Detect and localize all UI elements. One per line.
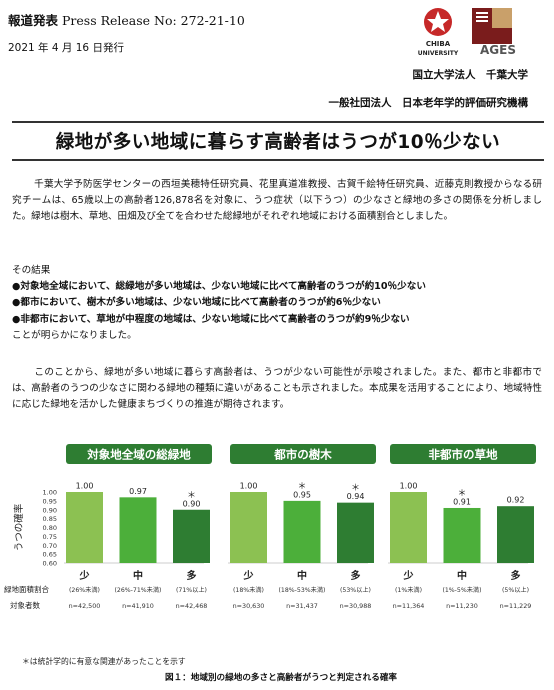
bar-value-label: 1.00 — [240, 482, 258, 491]
press-release-header: 報道発表 Press Release No: 272-21-10 — [8, 10, 245, 29]
range-label: (5%以上) — [502, 586, 529, 594]
bar-value-label: 0.97 — [129, 487, 147, 496]
significance-mark: ＊ — [187, 491, 196, 501]
bar — [66, 492, 103, 563]
ages-logo: AGES — [472, 8, 516, 56]
sample-size-label: n=30,630 — [233, 602, 265, 610]
bar-value-label: 0.90 — [183, 499, 201, 508]
sample-size-label: n=11,229 — [500, 602, 532, 610]
chiba-university-logo: CHIBA UNIVERSITY — [418, 8, 459, 57]
y-tick-label: 0.90 — [43, 506, 57, 514]
bar-value-label: 1.00 — [76, 482, 94, 491]
conclusion-text: このことから、緑地が多い地域に暮らす高齢者は、うつが少ない可能性が示唆されました… — [12, 367, 542, 411]
range-label: (26%-71%未満) — [115, 586, 162, 594]
significance-mark: ＊ — [457, 489, 466, 499]
figure-caption: 図１：地域別の緑地の多さと高齢者がうつと判定される確率 — [165, 671, 397, 683]
bar — [119, 497, 157, 563]
organization-chiba: 国立大学法人 千葉大学 — [412, 69, 529, 81]
range-label: (71%以上) — [176, 586, 207, 594]
y-tick-label: 0.65 — [43, 551, 57, 559]
bar-value-label: 0.92 — [507, 496, 525, 505]
category-label: 中 — [297, 569, 307, 582]
range-label: (18%-53%未満) — [279, 586, 326, 594]
results-outro: ことが明らかになりました。 — [12, 329, 137, 341]
panel-header-box — [230, 444, 376, 464]
category-label: 少 — [403, 569, 414, 582]
y-tick-label: 0.60 — [43, 560, 57, 568]
row-label-n: 対象者数 — [10, 600, 40, 610]
category-label: 多 — [351, 569, 361, 582]
panel-header-box — [66, 444, 212, 464]
bar — [443, 507, 481, 563]
category-label: 少 — [79, 569, 90, 582]
y-tick-label: 0.95 — [43, 497, 57, 505]
press-label: 報道発表 — [8, 13, 59, 28]
category-label: 多 — [511, 569, 521, 582]
significance-mark: ＊ — [297, 482, 306, 492]
range-label: (26%未満) — [69, 586, 100, 594]
svg-text:CHIBA: CHIBA — [426, 40, 451, 48]
title-box: 緑地が多い地域に暮らす高齢者はうつが10％少ない — [12, 121, 544, 161]
range-label: (53%以上) — [340, 586, 371, 594]
organization-jages: 一般社団法人 日本老年学的評価研究機構 — [328, 97, 529, 109]
sample-size-label: n=31,437 — [286, 602, 318, 610]
result-bullet: ●対象地全域において、総緑地が多い地域は、少ない地域に比べて高齢者のうつが約10… — [12, 281, 426, 293]
intro-text: 千葉大学予防医学センターの西垣美穂特任研究員、花里真道准教授、古賀千絵特任研究員… — [12, 179, 542, 223]
range-label: (1%未満) — [395, 586, 422, 594]
y-tick-label: 0.80 — [43, 524, 57, 532]
release-date: 2021 年 4 月 16 日発行 — [8, 42, 124, 54]
row-label-area: 緑地面積割合 — [4, 584, 49, 594]
bar — [283, 500, 321, 563]
range-label: (1%-5%未満) — [442, 586, 481, 594]
category-label: 中 — [133, 569, 143, 582]
bar — [230, 492, 267, 563]
page-title: 緑地が多い地域に暮らす高齢者はうつが10％少ない — [55, 132, 501, 153]
sample-size-label: n=30,988 — [340, 602, 372, 610]
result-bullet: ●非都市において、草地が中程度の地域は、少ない地域に比べて高齢者のうつが約9％少… — [12, 313, 410, 325]
sample-size-label: n=42,500 — [69, 602, 101, 610]
figure-1-chart: 1.000.950.900.850.800.750.700.650.60うつの確… — [4, 444, 536, 683]
intro-paragraph: 千葉大学予防医学センターの西垣美穂特任研究員、花里真道准教授、古賀千絵特任研究員… — [12, 177, 542, 226]
y-axis-label: うつの確率 — [13, 503, 25, 551]
sample-size-label: n=11,230 — [446, 602, 478, 610]
panel-title: 対象地全域の総緑地 — [86, 448, 191, 462]
bar-value-label: 0.94 — [347, 492, 365, 501]
range-label: (18%未満) — [233, 586, 264, 594]
y-tick-label: 1.00 — [43, 489, 57, 497]
panel-title: 非都市の草地 — [429, 448, 498, 462]
panel-header-box — [390, 444, 536, 464]
significance-mark: ＊ — [351, 484, 360, 494]
y-tick-label: 0.85 — [43, 515, 57, 523]
press-release-number: Press Release No: 272-21-10 — [62, 13, 245, 28]
figure-footnote: ＊は統計学的に有意な関連があったことを示す — [22, 656, 186, 666]
sample-size-label: n=41,910 — [122, 602, 154, 610]
bar-value-label: 1.00 — [400, 482, 418, 491]
bar-value-label: 0.95 — [293, 490, 311, 499]
bar — [173, 509, 210, 563]
bar — [390, 492, 427, 563]
y-tick-label: 0.70 — [43, 542, 57, 550]
results-intro: その結果 — [12, 265, 51, 276]
bar — [497, 506, 534, 563]
bar-value-label: 0.91 — [453, 497, 471, 506]
category-label: 多 — [187, 569, 197, 582]
results-section: その結果 ●対象地全域において、総緑地が多い地域は、少ない地域に比べて高齢者のう… — [12, 263, 542, 344]
bar — [337, 502, 374, 563]
panel-title: 都市の樹木 — [273, 448, 332, 462]
sample-size-label: n=42,468 — [176, 602, 208, 610]
sample-size-label: n=11,364 — [393, 602, 425, 610]
svg-text:UNIVERSITY: UNIVERSITY — [418, 50, 459, 57]
y-tick-label: 0.75 — [43, 533, 57, 541]
svg-text:AGES: AGES — [480, 43, 516, 56]
category-label: 少 — [243, 569, 254, 582]
category-label: 中 — [457, 569, 467, 582]
conclusion-paragraph: このことから、緑地が多い地域に暮らす高齢者は、うつが少ない可能性が示唆されました… — [12, 365, 542, 414]
result-bullet: ●都市において、樹木が多い地域は、少ない地域に比べて高齢者のうつが約6％少ない — [12, 297, 381, 309]
